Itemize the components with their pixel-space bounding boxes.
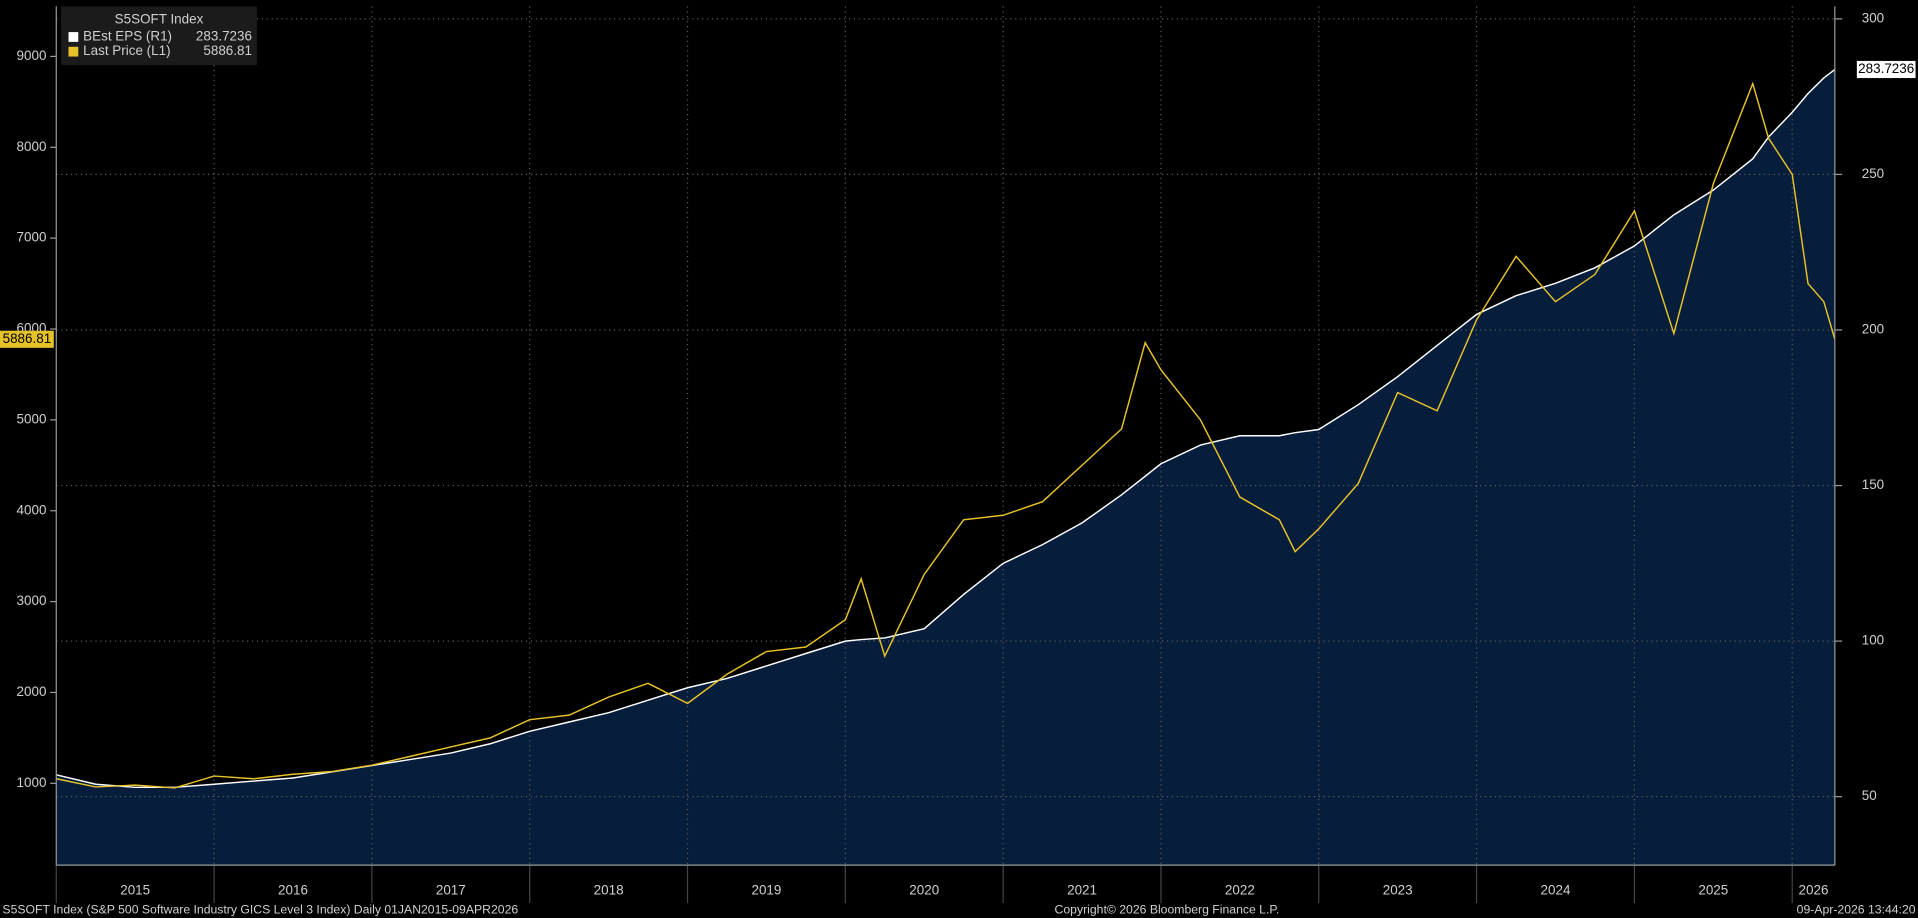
y-tick-label: 8000 [17,139,47,154]
last-value-box [0,330,54,348]
y2-tick-label: 150 [1862,477,1884,492]
legend-swatch [68,46,79,57]
plot-area [56,6,1836,866]
y2-tick-label: 100 [1862,633,1884,648]
y2-tick-label: 250 [1862,166,1884,181]
x-tick-label: 2016 [278,882,308,897]
legend-swatch [68,32,79,42]
legend-label: Last Price (L1) [83,43,170,58]
last-value-label: 5886.81 [3,331,52,346]
x-tick-label: 2022 [1225,882,1255,897]
legend-box [61,6,257,66]
legend-value: 5886.81 [203,43,252,58]
y2-tick-label: 200 [1862,322,1884,337]
x-tick-label: 2026 [1799,882,1829,897]
legend-label: BEst EPS (R1) [83,29,172,44]
footer-right: 09-Apr-2026 13:44:20 [1797,903,1916,917]
x-tick-label: 2018 [594,882,624,897]
last-value-label: 283.7236 [1858,61,1914,76]
x-tick-label: 2017 [436,882,466,897]
y-tick-label: 3000 [17,593,47,608]
line [56,81,1836,789]
footer-center: Copyright© 2026 Bloomberg Finance L.P. [1055,903,1280,917]
y-tick-label: 9000 [17,48,47,63]
x-tick-label: 2020 [909,882,939,897]
y-tick-label: 4000 [17,502,47,517]
legend-title: S5SOFT Index [115,11,204,26]
x-tick-label: 2015 [120,882,150,897]
footer-left: S5SOFT Index (S&P 500 Software Industry … [2,903,518,917]
y-tick-label: 1000 [17,775,47,790]
x-tick-label: 2025 [1698,882,1728,897]
x-tick-label: 2019 [751,882,781,897]
legend: S5SOFT Index BEst EPS (R1) 283.7236 Last P… [61,6,257,66]
y2-tick-label: 300 [1862,10,1884,25]
x-tick-label: 2024 [1541,882,1571,897]
line [56,68,1836,789]
x-tick-label: 2023 [1383,882,1413,897]
legend-value: 283.7236 [196,29,252,44]
y-tick-label: 5000 [17,411,47,426]
x-tick-label: 2021 [1067,882,1097,897]
y-tick-label: 7000 [17,230,47,245]
y-tick-label: 2000 [17,684,47,699]
area [56,69,1835,866]
last-value-box [1856,60,1916,79]
y2-tick-label: 50 [1862,788,1877,803]
